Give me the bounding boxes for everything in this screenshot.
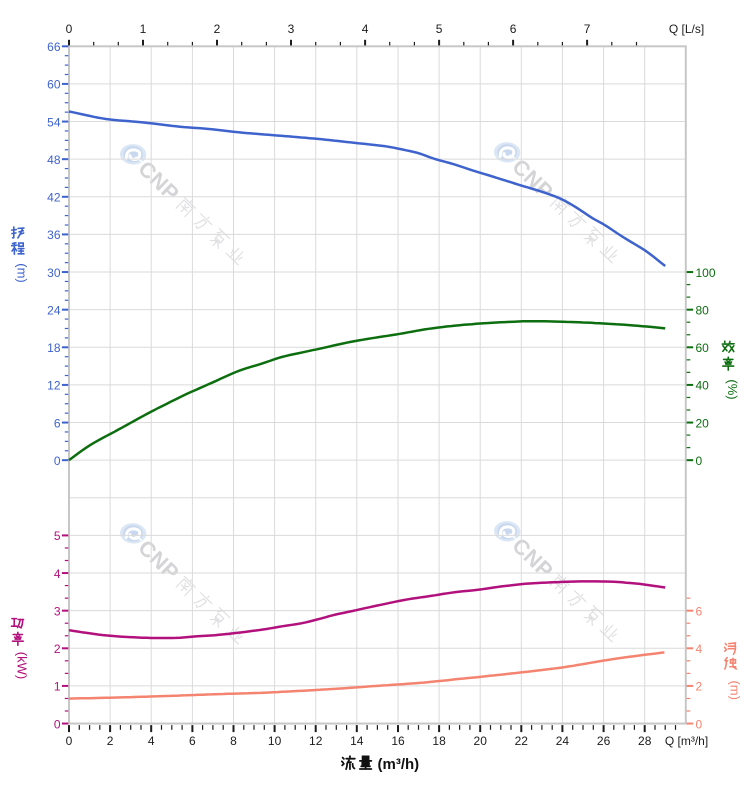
- svg-text:22: 22: [515, 734, 529, 748]
- svg-text:80: 80: [696, 304, 710, 318]
- svg-text:(m): (m): [727, 680, 742, 700]
- svg-text:18: 18: [47, 341, 61, 355]
- svg-text:36: 36: [47, 228, 61, 242]
- svg-text:12: 12: [47, 379, 61, 393]
- svg-text:(%): (%): [725, 379, 740, 399]
- svg-text:(kW): (kW): [15, 652, 30, 679]
- svg-text:2: 2: [107, 734, 114, 748]
- svg-text:3: 3: [288, 22, 295, 36]
- svg-text:4: 4: [362, 22, 369, 36]
- svg-text:18: 18: [432, 734, 446, 748]
- svg-text:3: 3: [54, 605, 61, 619]
- svg-text:60: 60: [696, 341, 710, 355]
- svg-text:4: 4: [148, 734, 155, 748]
- svg-text:(m): (m): [15, 263, 30, 283]
- svg-text:48: 48: [47, 153, 61, 167]
- svg-text:(m³/h): (m³/h): [378, 756, 420, 773]
- svg-text:6: 6: [189, 734, 196, 748]
- svg-text:2: 2: [54, 642, 61, 656]
- svg-text:100: 100: [696, 266, 716, 280]
- svg-text:10: 10: [268, 734, 282, 748]
- svg-text:42: 42: [47, 191, 61, 205]
- svg-text:2: 2: [214, 22, 221, 36]
- svg-text:24: 24: [47, 304, 61, 318]
- svg-text:12: 12: [309, 734, 323, 748]
- svg-text:28: 28: [638, 734, 652, 748]
- svg-text:54: 54: [47, 115, 61, 129]
- svg-text:Q [L/s]: Q [L/s]: [669, 22, 704, 36]
- svg-text:Q [m³/h]: Q [m³/h]: [665, 734, 708, 748]
- svg-text:16: 16: [391, 734, 405, 748]
- svg-text:6: 6: [510, 22, 517, 36]
- svg-text:20: 20: [696, 416, 710, 430]
- svg-text:8: 8: [230, 734, 237, 748]
- svg-text:4: 4: [54, 567, 61, 581]
- svg-text:5: 5: [54, 529, 61, 543]
- svg-text:60: 60: [47, 78, 61, 92]
- svg-text:6: 6: [54, 416, 61, 430]
- svg-text:4: 4: [696, 642, 703, 656]
- svg-text:1: 1: [54, 680, 61, 694]
- svg-text:24: 24: [556, 734, 570, 748]
- svg-text:0: 0: [66, 734, 73, 748]
- svg-text:0: 0: [66, 22, 73, 36]
- svg-text:0: 0: [54, 454, 61, 468]
- svg-text:0: 0: [696, 717, 703, 731]
- svg-text:0: 0: [696, 454, 703, 468]
- svg-text:2: 2: [696, 680, 703, 694]
- svg-text:6: 6: [696, 605, 703, 619]
- svg-text:7: 7: [584, 22, 591, 36]
- svg-text:14: 14: [350, 734, 364, 748]
- svg-text:0: 0: [54, 717, 61, 731]
- svg-text:66: 66: [47, 40, 61, 54]
- svg-text:20: 20: [474, 734, 488, 748]
- svg-text:40: 40: [696, 379, 710, 393]
- svg-text:26: 26: [597, 734, 611, 748]
- svg-text:30: 30: [47, 266, 61, 280]
- svg-text:5: 5: [436, 22, 443, 36]
- svg-text:1: 1: [140, 22, 147, 36]
